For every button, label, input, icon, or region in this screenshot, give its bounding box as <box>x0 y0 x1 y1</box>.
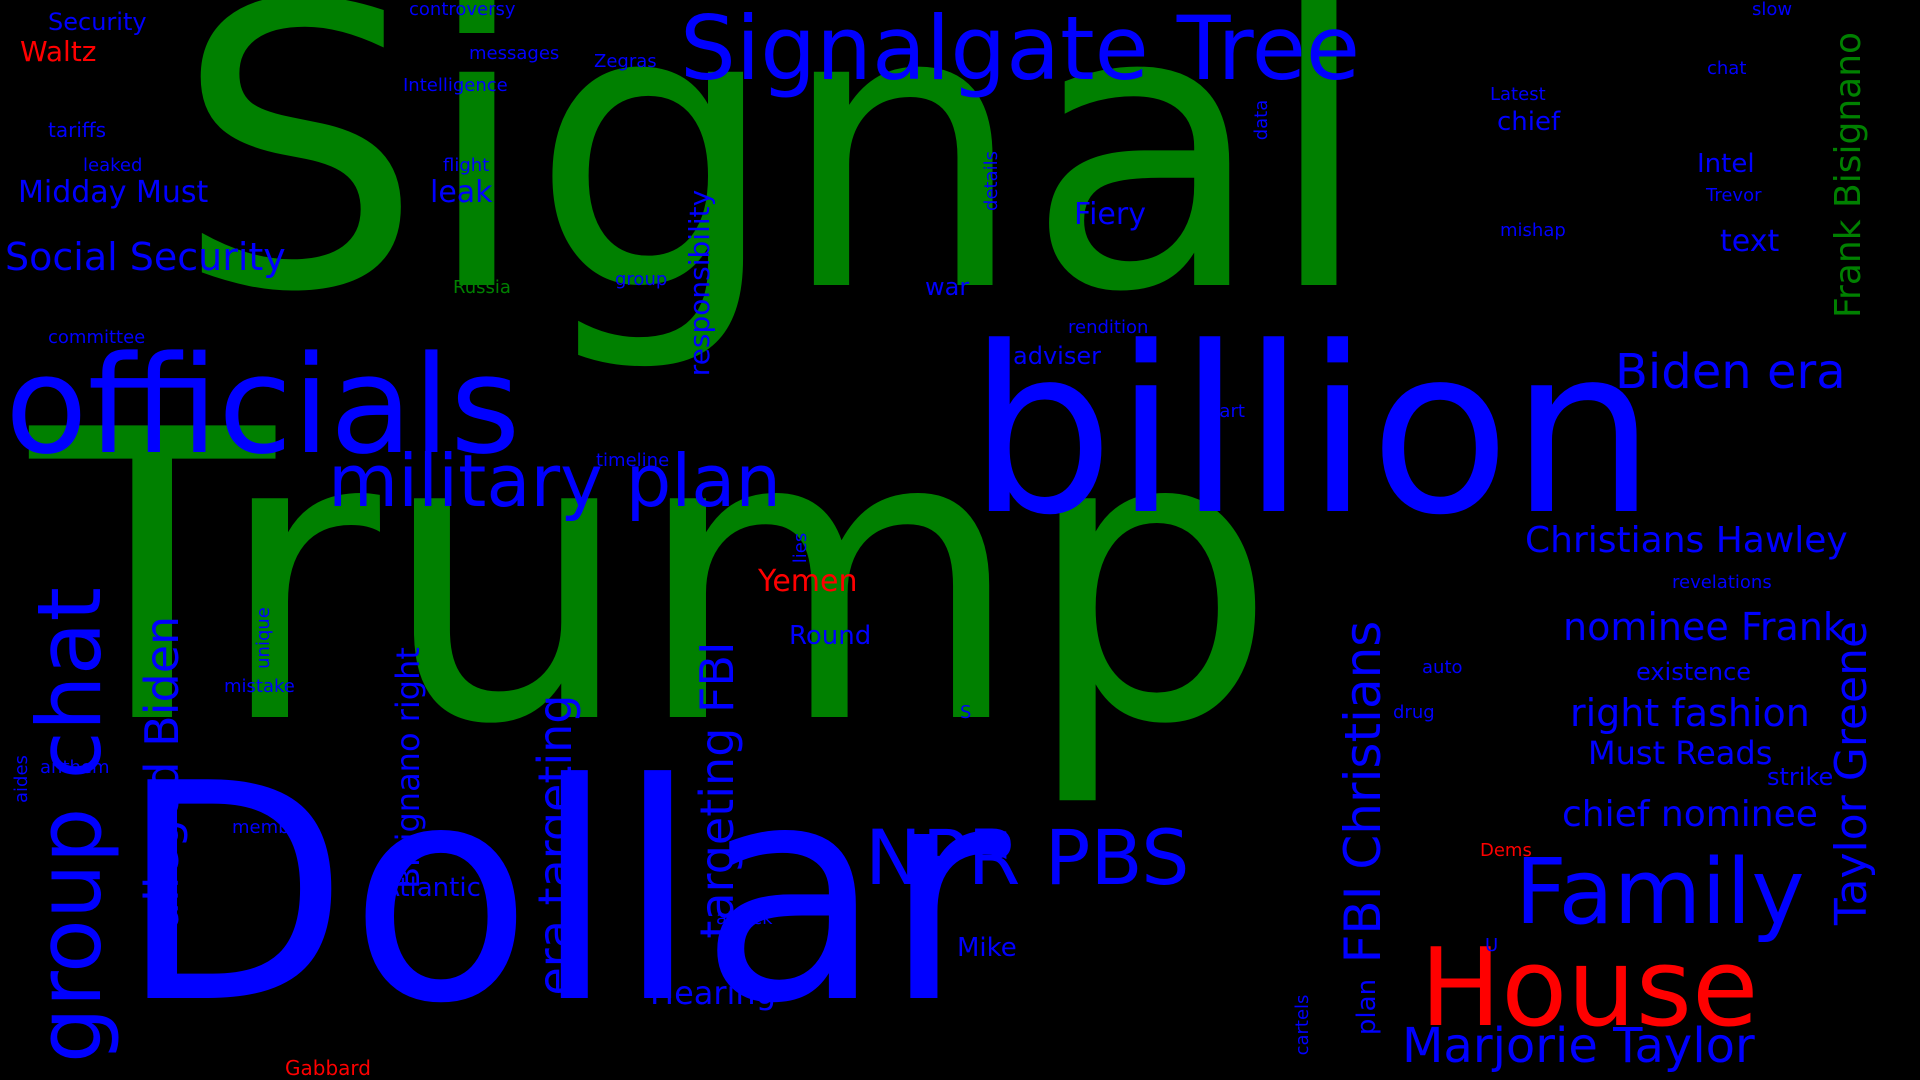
word-flight: flight <box>443 155 490 176</box>
word-security: Security <box>48 8 147 36</box>
word-fiery: Fiery <box>1074 197 1146 232</box>
word-mishap: mishap <box>1500 220 1566 241</box>
word-details: details <box>981 151 1002 211</box>
word-s: S <box>960 702 972 723</box>
word-must-reads: Must Reads <box>1588 734 1773 772</box>
word-trump: Trump <box>30 347 1278 812</box>
word-chat: chat <box>1707 58 1747 79</box>
word-lies: lies <box>790 532 811 564</box>
word-timeline: timeline <box>596 450 670 471</box>
word-npr-pbs: NPR PBS <box>865 813 1190 902</box>
word-dems: Dems <box>1480 840 1532 861</box>
word-leak: leak <box>430 175 493 210</box>
word-war: war <box>925 273 970 301</box>
word-atlantic: Atlantic <box>382 873 481 903</box>
word-chief-nominee: chief nominee <box>1562 794 1818 835</box>
word-unique: unique <box>253 607 274 669</box>
word-mike: Mike <box>957 933 1017 963</box>
word-gabbard: Gabbard <box>285 1056 371 1080</box>
word-signal: Signal <box>175 0 1373 377</box>
word-yemen: Yemen <box>758 564 858 599</box>
word-trevor: Trevor <box>1706 185 1762 206</box>
word-billion: billion <box>968 299 1657 566</box>
word-dollar: Dollar <box>118 720 1007 1069</box>
word-strike: strike <box>1767 763 1834 791</box>
word-house: House <box>1420 926 1759 1051</box>
word-waltz: Waltz <box>20 35 97 68</box>
word-military-plan: military plan <box>328 439 782 523</box>
word-member: member <box>232 817 309 838</box>
word-u: U <box>1485 935 1499 956</box>
word-data: data <box>1251 99 1272 141</box>
word-nominee-frank: nominee Frank <box>1563 605 1845 649</box>
word-round: Round <box>789 621 872 651</box>
word-group: group <box>615 269 668 290</box>
word-targeting-fbi: targeting FBI <box>690 641 744 939</box>
word-rendition: rendition <box>1068 317 1149 338</box>
word-start: start <box>1203 401 1245 422</box>
word-attack: attack <box>716 908 773 929</box>
word-existence: existence <box>1636 658 1752 686</box>
word-mistake: mistake <box>224 676 295 697</box>
word-right-fashion: right fashion <box>1570 691 1810 735</box>
word-social-security: Social Security <box>5 235 286 279</box>
word-alleged-biden: alleged Biden <box>135 615 189 931</box>
word-russia: Russia <box>453 277 511 298</box>
word-era-targeting: era targeting <box>528 694 582 996</box>
word-controversy: controversy <box>409 0 516 20</box>
word-messages: messages <box>469 43 560 64</box>
word-officials: officials <box>5 327 521 484</box>
word-cartels: cartels <box>1292 994 1313 1056</box>
word-slow: slow <box>1752 0 1793 20</box>
word-drug: drug <box>1393 702 1435 723</box>
word-aides: aides <box>11 755 32 803</box>
word-biden-era: Biden era <box>1615 344 1846 400</box>
word-christians-hawley: Christians Hawley <box>1525 520 1848 561</box>
word-hearing: Hearing <box>650 974 776 1012</box>
word-marjorie-taylor: Marjorie Taylor <box>1402 1018 1755 1074</box>
word-group-chat: group chat <box>18 586 121 1064</box>
word-revelations: revelations <box>1672 572 1772 593</box>
word-fbi-christians: FBI Christians <box>1334 620 1392 964</box>
word-latest: Latest <box>1490 84 1546 105</box>
word-chief: chief <box>1497 107 1561 137</box>
word-leaked: leaked <box>83 155 143 176</box>
word-auto: auto <box>1422 657 1463 678</box>
word-taylor-greene: Taylor Greene <box>1826 620 1877 926</box>
word-intel: Intel <box>1697 149 1755 179</box>
word-frank-bisignano: Frank Bisignano <box>1828 31 1869 319</box>
word-responsibility: responsibility <box>683 189 716 377</box>
word-committee: committee <box>48 327 146 348</box>
word-text: text <box>1720 224 1780 259</box>
word-midday-must: Midday Must <box>18 175 209 210</box>
word-anthem: anthem <box>40 757 110 778</box>
word-signalgate-tree: Signalgate Tree <box>680 0 1361 100</box>
word-intelligence: Intelligence <box>403 75 508 96</box>
word-family: Family <box>1515 840 1805 945</box>
word-tariffs: tariffs <box>48 118 107 142</box>
word-plan: plan <box>1352 978 1382 1036</box>
word-zegras: Zegras <box>594 51 657 72</box>
word-adviser: adviser <box>1013 342 1101 370</box>
